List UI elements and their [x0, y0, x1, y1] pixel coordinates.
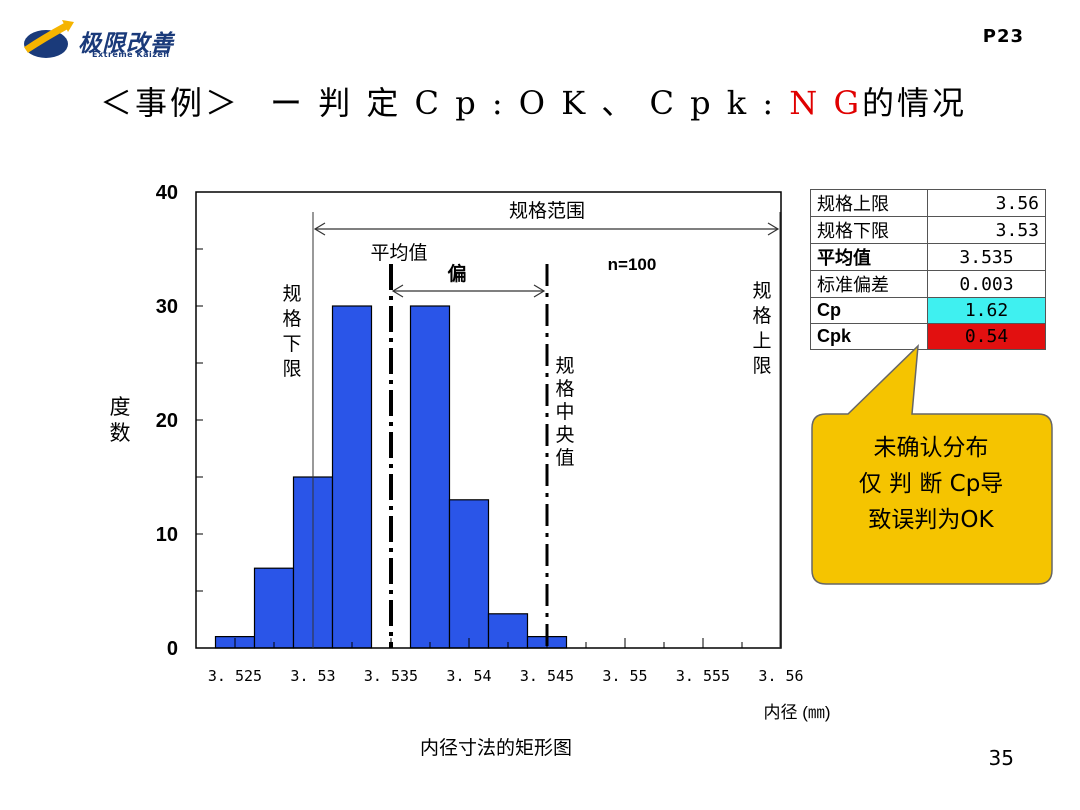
stat-label: 规格下限 — [810, 216, 928, 244]
stat-value-cpk: 0.54 — [927, 323, 1046, 350]
y-axis-label: 度数 — [110, 396, 131, 445]
x-tick-label: 3. 54 — [446, 667, 491, 685]
x-tick-label: 3. 55 — [602, 667, 647, 685]
stat-value: 3.535 — [927, 243, 1046, 271]
table-row: 规格上限 3.56 — [810, 189, 1046, 217]
stat-value: 3.56 — [927, 189, 1046, 217]
spec-center-label: 规格中央值 — [555, 355, 574, 469]
histogram-bar — [448, 499, 490, 649]
stat-value: 3.53 — [927, 216, 1046, 244]
stat-label-cpk: Cpk — [810, 323, 928, 350]
arrowhead-icon — [313, 222, 326, 236]
histogram-bar — [331, 305, 373, 649]
title-main: ー 判 定 C p : O K 、 C p k : — [270, 84, 777, 122]
x-tick-label: 3. 535 — [364, 667, 418, 685]
stat-value-cp: 1.62 — [927, 297, 1046, 324]
callout-line: 仅 判 断 Cp导 — [858, 471, 1004, 497]
x-tick-label: 3. 545 — [520, 667, 574, 685]
x-tick-label: 3. 555 — [676, 667, 730, 685]
logo-icon — [24, 20, 74, 58]
stat-label: 标准偏差 — [810, 270, 928, 298]
x-tick-label: 3. 525 — [208, 667, 262, 685]
spec-range-label: 规格范围 — [509, 200, 585, 222]
bias-label: 偏 — [447, 262, 466, 285]
chart-caption: 内径寸法的矩形图 — [420, 737, 573, 759]
title-ng: N G — [789, 84, 863, 122]
histogram-bar — [253, 567, 295, 649]
upper-spec-label: 规格上限 — [752, 280, 771, 377]
y-tick-label: 30 — [156, 296, 178, 318]
x-axis-label: 内径 (㎜) — [763, 703, 830, 722]
title-suffix: 的情况 — [862, 84, 968, 122]
table-row: 规格下限 3.53 — [810, 216, 1046, 244]
logo-text: 极限改善 — [78, 31, 174, 57]
y-tick-label: 40 — [156, 182, 178, 204]
title-prefix: ＜事例＞ — [100, 84, 241, 122]
callout-line: 致误判为OK — [868, 507, 994, 533]
y-tick-label: 10 — [156, 524, 178, 546]
logo-subtitle: Extreme Kaizen — [92, 50, 170, 59]
callout-line: 未确认分布 — [873, 435, 989, 461]
stat-label-cp: Cp — [810, 297, 928, 324]
y-tick-label: 0 — [167, 638, 178, 660]
table-row: 平均值 3.535 — [810, 243, 1046, 271]
stat-label: 规格上限 — [810, 189, 928, 217]
arrowhead-icon — [533, 284, 546, 298]
x-tick-label: 3. 53 — [290, 667, 335, 685]
stat-value: 0.003 — [927, 270, 1046, 298]
callout-text: 未确认分布 仅 判 断 Cp导 致误判为OK — [818, 430, 1044, 538]
x-tick-label: 3. 56 — [758, 667, 803, 685]
page-title: ＜事例＞ ー 判 定 C p : O K 、 C p k : N G的情况 — [100, 78, 967, 124]
stats-table: 规格上限 3.56 规格下限 3.53 平均值 3.535 标准偏差 0.003 Cp 1… — [810, 189, 1046, 350]
arrowhead-icon — [391, 284, 404, 298]
page-id: P23 — [982, 26, 1024, 47]
y-tick-label: 20 — [156, 410, 178, 432]
histogram-bar — [409, 305, 451, 649]
stat-label: 平均值 — [810, 243, 928, 271]
sample-size-label: n=100 — [608, 255, 657, 274]
lower-spec-label: 规格下限 — [282, 283, 301, 380]
mean-label: 平均值 — [370, 242, 427, 264]
page-number: 35 — [988, 746, 1014, 770]
table-row: Cp 1.62 — [810, 297, 1046, 324]
table-row: Cpk 0.54 — [810, 323, 1046, 350]
table-row: 标准偏差 0.003 — [810, 270, 1046, 298]
arrowhead-icon — [767, 222, 780, 236]
